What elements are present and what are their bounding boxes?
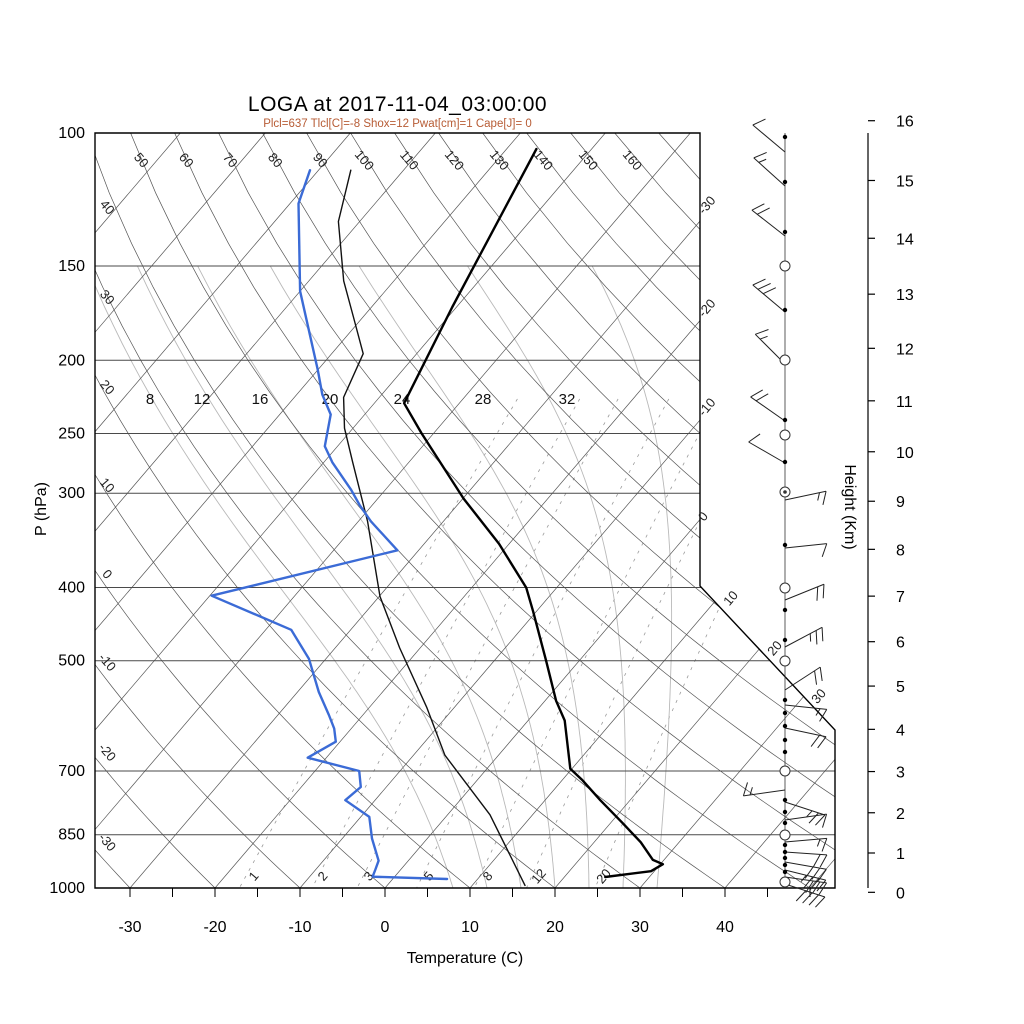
- svg-text:13: 13: [896, 287, 914, 304]
- svg-text:10: 10: [896, 445, 914, 462]
- svg-text:12: 12: [896, 341, 914, 358]
- svg-text:4: 4: [896, 722, 905, 739]
- svg-text:10: 10: [720, 588, 741, 609]
- svg-text:2: 2: [315, 868, 331, 883]
- svg-text:12: 12: [528, 866, 549, 887]
- svg-text:-20: -20: [96, 740, 120, 764]
- svg-text:850: 850: [58, 827, 85, 844]
- svg-text:130: 130: [487, 147, 513, 173]
- svg-text:24: 24: [394, 391, 411, 408]
- svg-text:0: 0: [99, 566, 115, 581]
- svg-text:8: 8: [896, 542, 905, 559]
- svg-text:-20: -20: [695, 296, 719, 320]
- svg-text:100: 100: [58, 125, 85, 142]
- wind-barb-column: [742, 118, 828, 908]
- plot-frame: [94, 132, 836, 889]
- svg-text:20: 20: [764, 638, 785, 659]
- svg-text:150: 150: [58, 258, 85, 275]
- svg-text:5: 5: [421, 868, 437, 883]
- svg-text:0: 0: [896, 885, 905, 902]
- svg-text:6: 6: [896, 635, 905, 652]
- svg-text:60: 60: [176, 150, 197, 171]
- svg-text:16: 16: [896, 114, 914, 131]
- svg-text:0: 0: [695, 509, 711, 524]
- svg-text:2: 2: [896, 806, 905, 823]
- svg-text:10: 10: [461, 919, 479, 936]
- svg-text:-30: -30: [695, 193, 719, 217]
- svg-text:30: 30: [631, 919, 649, 936]
- svg-text:1: 1: [896, 846, 905, 863]
- svg-text:90: 90: [310, 150, 331, 171]
- chart-title: LOGA at 2017-11-04_03:00:00: [247, 93, 548, 116]
- chart-subtitle: Plcl=637 Tlcl[C]=-8 Shox=12 Pwat[cm]=1 C…: [263, 118, 532, 130]
- svg-text:-10: -10: [288, 919, 311, 936]
- svg-text:30: 30: [97, 287, 118, 308]
- svg-text:40: 40: [716, 919, 734, 936]
- svg-text:20: 20: [97, 377, 118, 398]
- svg-text:500: 500: [58, 653, 85, 670]
- svg-text:10: 10: [97, 475, 118, 496]
- x-axis-label: Temperature (C): [406, 950, 524, 967]
- height-axis-label: Height (Km): [841, 464, 858, 550]
- svg-text:9: 9: [896, 494, 905, 511]
- svg-text:100: 100: [352, 147, 378, 173]
- svg-text:15: 15: [896, 173, 914, 190]
- wet-bulb-curve: [337, 169, 526, 887]
- svg-text:250: 250: [58, 425, 85, 442]
- svg-text:-30: -30: [96, 830, 120, 854]
- svg-text:32: 32: [559, 391, 576, 408]
- svg-text:14: 14: [896, 231, 914, 248]
- temperature-axis: -30 -20 -10 0 10 20 30 40: [118, 888, 811, 936]
- svg-text:40: 40: [97, 197, 118, 218]
- svg-text:160: 160: [620, 147, 646, 173]
- pressure-axis-label: P (hPa): [33, 482, 50, 536]
- svg-text:300: 300: [58, 485, 85, 502]
- svg-text:8: 8: [480, 868, 496, 883]
- svg-text:30: 30: [808, 686, 829, 707]
- svg-text:16: 16: [252, 391, 269, 408]
- sounding-profiles: [210, 147, 665, 887]
- pressure-tick-labels: 100 150 200 250 300 400 500 700 850 1000: [49, 125, 85, 897]
- svg-text:20: 20: [546, 919, 564, 936]
- svg-text:-10: -10: [695, 395, 719, 419]
- svg-text:1: 1: [246, 868, 262, 883]
- svg-text:1000: 1000: [49, 880, 85, 897]
- svg-text:11: 11: [896, 394, 913, 411]
- temperature-curve: [402, 147, 665, 879]
- svg-text:150: 150: [576, 147, 602, 173]
- dewpoint-curve: [210, 169, 449, 881]
- svg-text:8: 8: [146, 391, 154, 408]
- svg-text:700: 700: [58, 763, 85, 780]
- svg-text:200: 200: [58, 352, 85, 369]
- svg-text:50: 50: [131, 150, 152, 171]
- background-grid: [95, 133, 835, 888]
- svg-text:12: 12: [194, 391, 211, 408]
- svg-text:28: 28: [475, 391, 492, 408]
- svg-text:70: 70: [220, 150, 241, 171]
- svg-text:80: 80: [265, 150, 286, 171]
- svg-text:7: 7: [896, 589, 905, 606]
- svg-text:5: 5: [896, 679, 905, 696]
- svg-text:-20: -20: [203, 919, 226, 936]
- svg-text:400: 400: [58, 580, 85, 597]
- svg-text:-30: -30: [118, 919, 141, 936]
- svg-text:3: 3: [896, 765, 905, 782]
- svg-text:0: 0: [381, 919, 390, 936]
